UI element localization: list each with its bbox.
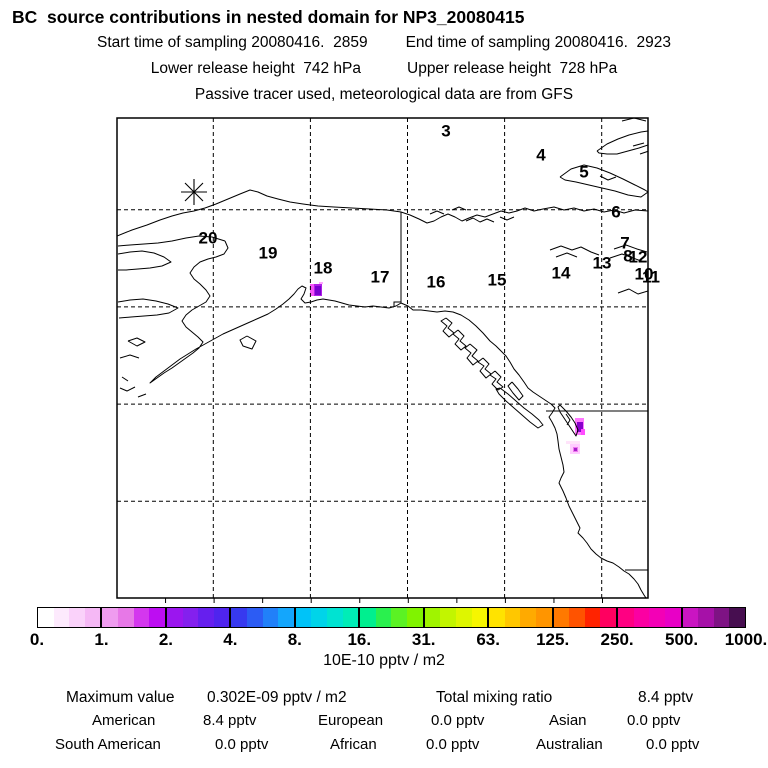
asian-value: 0.0 pptv — [627, 712, 681, 729]
colorbar-tick-label: 125. — [536, 630, 570, 649]
asian-label: Asian — [549, 712, 587, 729]
colorbar-segment — [230, 607, 295, 628]
colorbar-segment — [165, 607, 231, 628]
political-borders — [393, 212, 648, 571]
colorbar-tick-label: 4. — [223, 630, 238, 649]
total-ratio-label: Total mixing ratio — [436, 689, 553, 706]
colorbar-segment — [101, 607, 166, 628]
colorbar-segment — [359, 607, 424, 628]
european-value: 0.0 pptv — [431, 712, 485, 729]
colorbar-tick-label: 8. — [287, 630, 302, 649]
south-american-label: South American — [55, 736, 161, 753]
map-frame — [116, 117, 649, 599]
maximum-value-label: Maximum value — [66, 689, 175, 706]
stats-row-maximum: Maximum value 0.302E-09 pptv / m2 Total … — [0, 689, 768, 707]
colorbar-unit-label: 10E-10 pptv / m2 — [323, 652, 445, 669]
maximum-value: 0.302E-09 pptv / m2 — [207, 689, 347, 706]
african-value: 0.0 pptv — [426, 736, 480, 753]
american-value: 8.4 pptv — [203, 712, 257, 729]
coastline — [117, 118, 648, 598]
concentration-patch — [319, 282, 323, 284]
colorbar-segment — [681, 607, 746, 628]
australian-label: Australian — [536, 736, 603, 753]
colorbar-tick-label: 1. — [94, 630, 109, 649]
concentration-patches — [310, 282, 585, 454]
colorbar-segment — [423, 607, 489, 628]
tracer-text: Passive tracer used, meteorological data… — [194, 86, 574, 103]
release-height-line: Lower release height 742 hPa Upper relea… — [0, 60, 768, 78]
south-american-value: 0.0 pptv — [215, 736, 269, 753]
australian-value: 0.0 pptv — [646, 736, 700, 753]
sampling-time-line: Start time of sampling 20080416. 2859 En… — [0, 34, 768, 52]
colorbar-tick-label: 500. — [664, 630, 699, 649]
map-axis-ticks — [165, 598, 603, 603]
concentration-patch — [577, 422, 583, 432]
concentration-patch — [574, 448, 577, 451]
map-graticule — [117, 118, 648, 598]
tracer-line: Passive tracer used, meteorological data… — [0, 86, 768, 104]
colorbar-segment — [552, 607, 618, 628]
colorbar-segment — [488, 607, 553, 628]
plot-title: BC source contributions in nested domain… — [12, 7, 525, 27]
colorbar-segment — [617, 607, 682, 628]
concentration-patch — [315, 286, 321, 295]
african-label: African — [330, 736, 377, 753]
lower-release-text: Lower release height 742 hPa — [150, 60, 361, 77]
end-time-text: End time of sampling 20080416. 2923 — [405, 34, 671, 51]
concentration-patch — [566, 441, 580, 444]
upper-release-text: Upper release height 728 hPa — [407, 60, 618, 77]
colorbar-tick-label: 63. — [476, 630, 500, 649]
total-ratio-value: 8.4 pptv — [638, 689, 694, 706]
colorbar-tick-label: 31. — [411, 630, 436, 649]
concentration-patch — [310, 284, 314, 296]
colorbar-tick-label: 0. — [29, 630, 45, 649]
american-label: American — [92, 712, 156, 729]
colorbar-tick-label: 16. — [347, 630, 372, 649]
stats-row-continents-2: South American 0.0 pptv African 0.0 pptv… — [0, 736, 768, 754]
colorbar-tick-label: 1000. — [724, 630, 768, 649]
stats-row-continents-1: American 8.4 pptv European 0.0 pptv Asia… — [0, 712, 768, 730]
release-location-marker — [181, 179, 207, 205]
colorbar-segment — [294, 607, 360, 628]
start-time-text: Start time of sampling 20080416. 2859 — [97, 34, 368, 51]
colorbar-tick-label: 2. — [158, 630, 173, 649]
colorbar — [37, 607, 746, 628]
colorbar-tick-labels: 0. 1. 2. 4. 8. 16. 31. 63. 125. 250. 500. 1000. — [30, 630, 767, 650]
concentration-patch — [581, 429, 585, 435]
colorbar-tick-label: 250. — [600, 630, 634, 649]
european-label: European — [318, 712, 384, 729]
colorbar-segment — [37, 607, 102, 628]
